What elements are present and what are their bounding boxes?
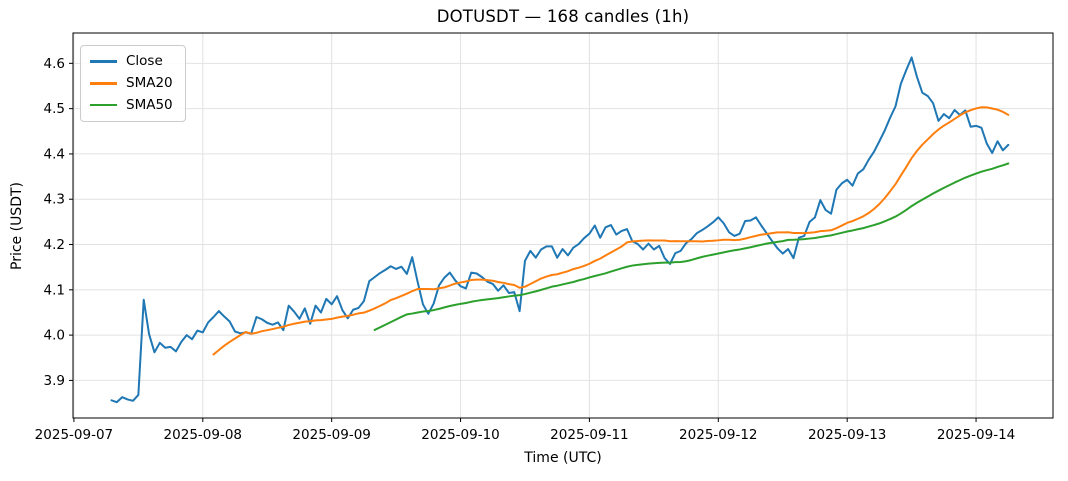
sma50-line-swatch [90,103,117,107]
tick-labels: 3.9 4.0 4.1 4.2 4.3 4.4 4.5 4.6 2025-09-07 2025-0… [35,56,1016,443]
legend: Close SMA20 SMA50 [80,45,186,122]
series-line-sma50 [373,162,1010,331]
legend-label-sma20: SMA20 [126,74,173,91]
x-tick-label: 2025-09-12 [679,427,757,443]
x-tick-label: 2025-09-14 [937,427,1015,443]
legend-entry-close: Close [90,54,173,69]
y-tick-label: 4.1 [44,282,65,298]
x-tick-label: 2025-09-13 [808,427,886,443]
chart-title: DOTUSDT — 168 candles (1h) [436,7,690,26]
x-tick-label: 2025-09-11 [550,427,628,443]
plot-border [72,32,1054,419]
x-tick-label: 2025-09-07 [35,427,113,443]
y-tick-label: 4.5 [44,101,65,117]
y-tick-label: 4.2 [44,237,65,253]
legend-entry-sma20: SMA20 [90,74,173,91]
y-axis-title: Price (USDT) [9,182,25,270]
series-line-sma20 [212,106,1010,356]
x-tick-label: 2025-09-08 [164,427,242,443]
y-tick-label: 4.0 [44,328,65,344]
y-tick-label: 4.4 [44,146,65,162]
sma20-line-swatch [90,82,117,85]
y-tick-label: 4.3 [44,192,65,208]
close-line-swatch [90,60,117,63]
legend-label-sma50: SMA50 [126,96,173,113]
x-tick-label: 2025-09-09 [292,427,370,443]
tick-marks [69,62,977,422]
plot-area [73,33,1053,418]
x-axis-title: Time (UTC) [524,450,602,466]
y-tick-label: 4.6 [44,56,65,72]
legend-label-close: Close [126,53,163,69]
legend-entry-sma50: SMA50 [90,96,173,113]
series-line-close [110,56,1010,404]
x-tick-label: 2025-09-10 [421,427,499,443]
y-tick-label: 3.9 [44,373,65,389]
grid-lines [73,33,1053,418]
